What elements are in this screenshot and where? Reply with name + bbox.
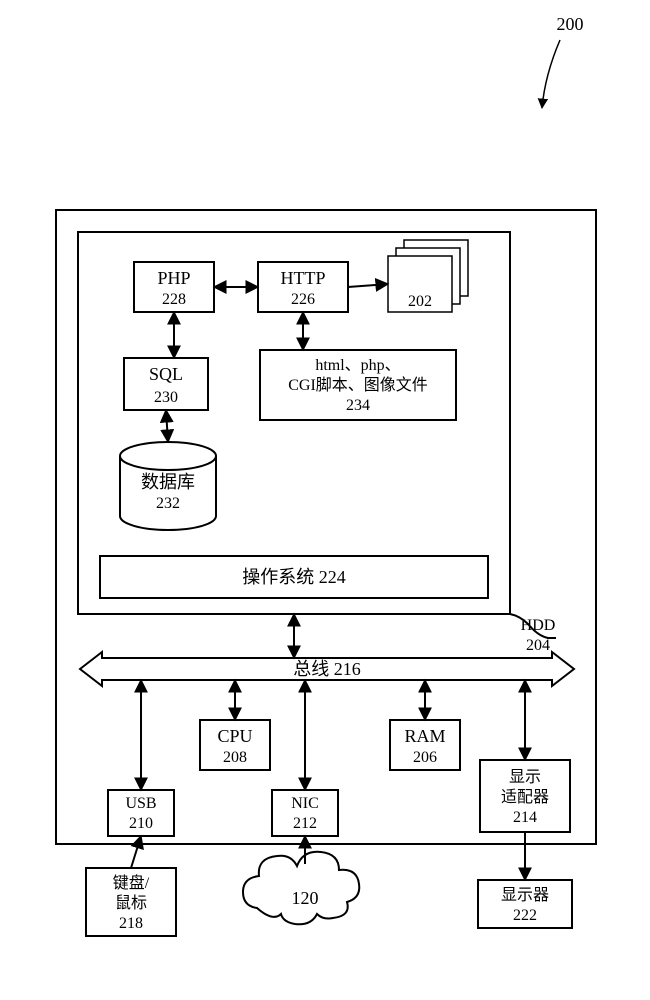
monitor-num: 222 bbox=[513, 907, 537, 924]
hdd-tab-num: 204 bbox=[526, 637, 550, 654]
usb-num: 210 bbox=[129, 815, 153, 832]
keyboard-mouse-line1: 键盘/ bbox=[113, 873, 150, 892]
http-num: 226 bbox=[291, 291, 315, 308]
usb-label: USB bbox=[125, 795, 156, 812]
ram-label: RAM bbox=[404, 726, 445, 746]
php-num: 228 bbox=[162, 291, 186, 308]
cpu-num: 208 bbox=[223, 749, 247, 766]
files-num: 234 bbox=[346, 397, 370, 414]
display-adapter-line1: 显示 bbox=[509, 769, 541, 786]
figure-label: 200 bbox=[557, 14, 584, 34]
keyboard-mouse-num: 218 bbox=[119, 915, 143, 932]
cpu-label: CPU bbox=[217, 726, 252, 746]
files-line1: html、php、 bbox=[315, 357, 400, 374]
sql-label: SQL bbox=[149, 364, 183, 384]
ram-num: 206 bbox=[413, 749, 437, 766]
display-adapter-line2: 适配器 bbox=[501, 788, 549, 806]
os-label: 操作系统 224 bbox=[242, 567, 346, 587]
monitor-label: 显示器 bbox=[501, 886, 549, 904]
figure-label-arrow bbox=[542, 40, 560, 108]
nic-label: NIC bbox=[291, 795, 319, 812]
keyboard-mouse-line2: 鼠标 bbox=[115, 894, 147, 912]
files-line2: CGI脚本、图像文件 bbox=[288, 376, 428, 394]
cloud-num: 120 bbox=[292, 888, 319, 908]
nic-num: 212 bbox=[293, 815, 317, 832]
database-num: 232 bbox=[156, 495, 180, 512]
display-adapter-num: 214 bbox=[513, 809, 537, 826]
docs-num: 202 bbox=[408, 293, 432, 310]
sql-num: 230 bbox=[154, 389, 178, 406]
database-label: 数据库 bbox=[141, 472, 195, 492]
php-label: PHP bbox=[157, 268, 190, 288]
hdd-tab-label: HDD bbox=[521, 617, 556, 634]
bus-label: 总线 216 bbox=[293, 659, 361, 679]
http-label: HTTP bbox=[281, 268, 326, 288]
